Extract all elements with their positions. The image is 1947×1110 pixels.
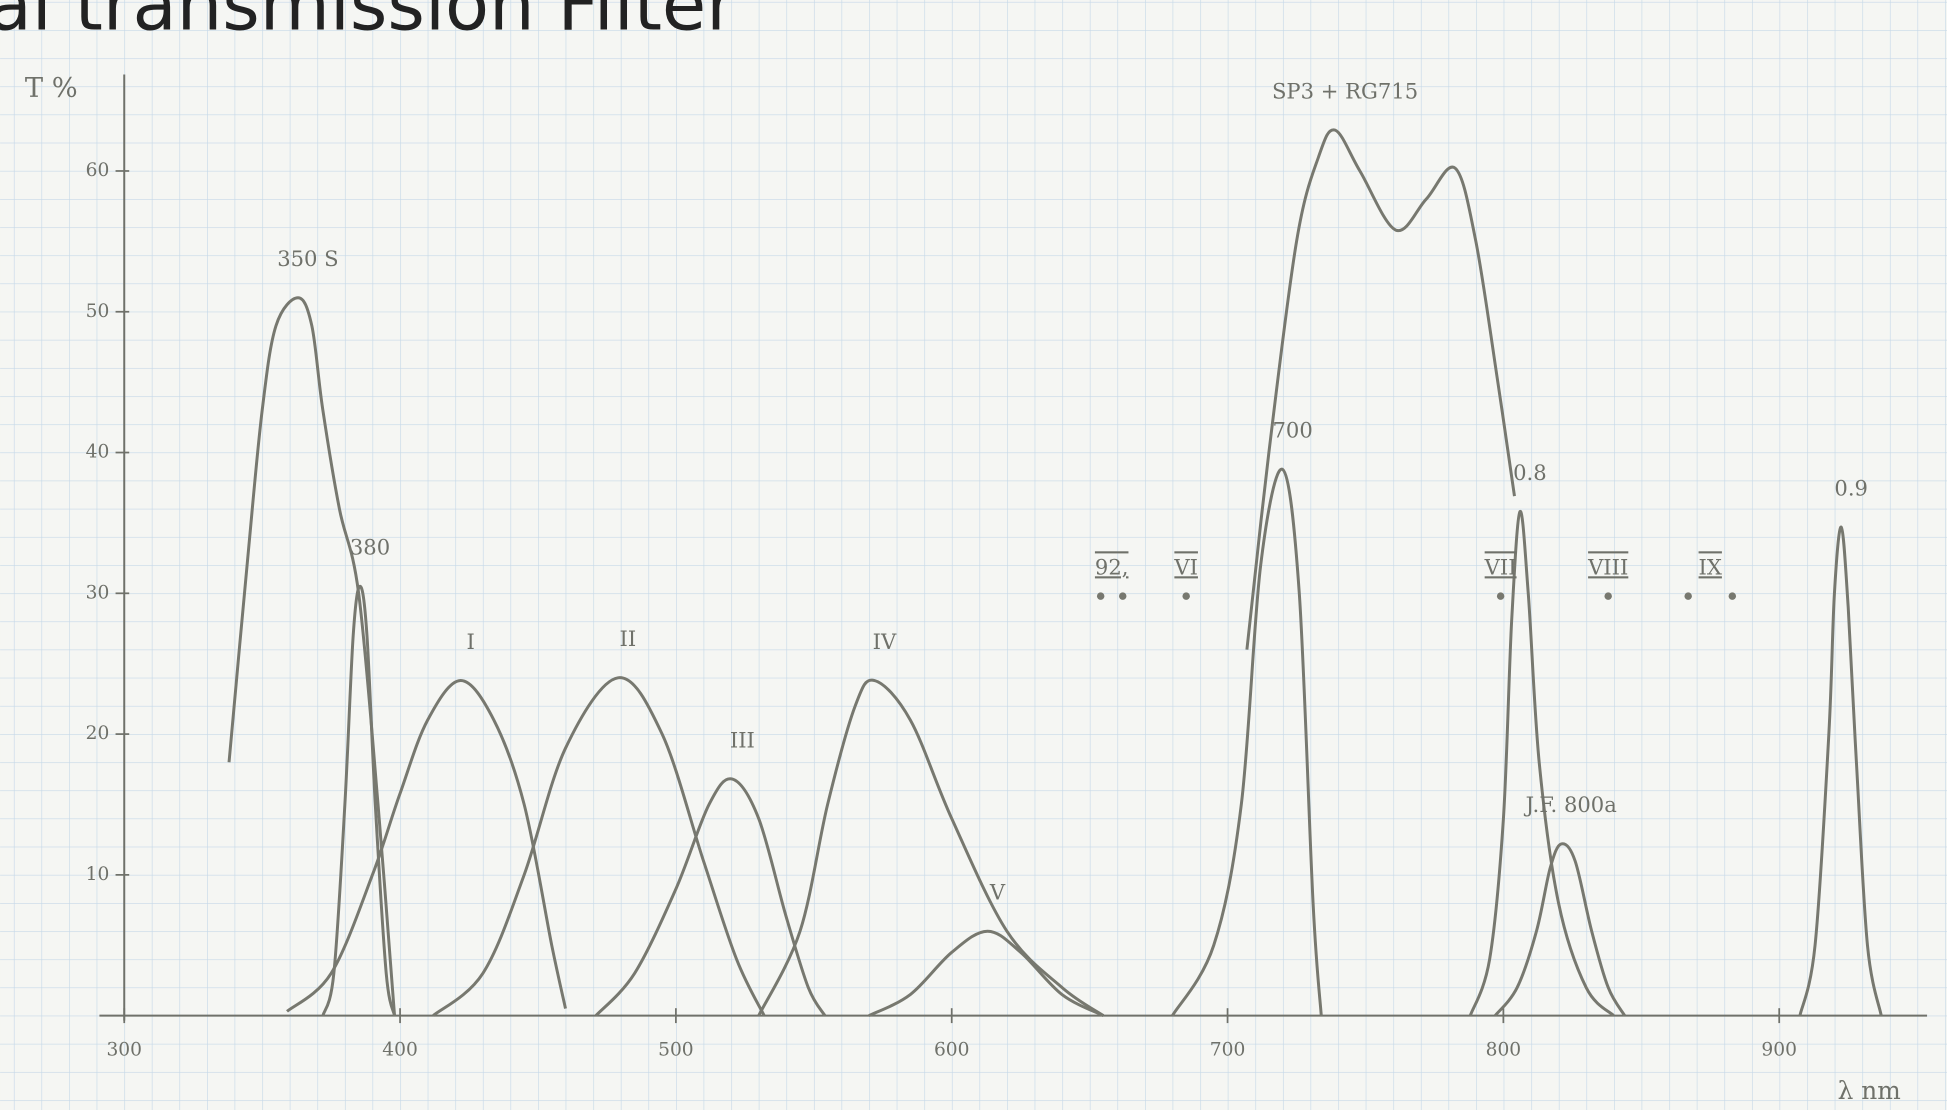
y-tick-label: 30 xyxy=(86,582,110,603)
marker-dot xyxy=(1496,592,1505,600)
x-tick-label: 600 xyxy=(934,1039,970,1060)
chart-title: al transmission Filter xyxy=(0,0,736,46)
marker-dot xyxy=(1684,592,1692,600)
curve-label: SP3 + RG715 xyxy=(1272,78,1418,103)
y-tick-label: 50 xyxy=(86,301,110,322)
filter-curve xyxy=(594,777,827,1017)
marker-dot xyxy=(1604,592,1612,600)
filter-curve xyxy=(1798,525,1883,1016)
x-tick-label: 500 xyxy=(658,1039,694,1060)
filter-curve xyxy=(1171,467,1323,1017)
y-axis-label: T % xyxy=(25,73,78,104)
marker-label: VI xyxy=(1173,554,1198,579)
marker-dot xyxy=(1119,592,1127,600)
x-axis-label: λ nm xyxy=(1838,1076,1901,1105)
filter-curve xyxy=(432,676,766,1017)
filter-curve xyxy=(868,929,1105,1017)
filter-curve xyxy=(757,678,1105,1017)
marker-dot xyxy=(1728,592,1737,600)
marker-label: VII xyxy=(1484,554,1517,579)
y-tick-label: 10 xyxy=(86,864,110,885)
curve-label: II xyxy=(620,626,637,651)
curve-label: III xyxy=(730,727,755,752)
y-tick-label: 40 xyxy=(86,442,110,463)
filter-curve xyxy=(1468,510,1615,1017)
y-tick-label: 60 xyxy=(86,160,110,181)
x-tick-label: 700 xyxy=(1210,1039,1246,1060)
x-tick-label: 900 xyxy=(1761,1039,1797,1060)
y-tick-label: 20 xyxy=(86,723,110,744)
filter-curve xyxy=(1493,842,1627,1017)
marker-dot xyxy=(1182,592,1190,600)
curve-label: V xyxy=(989,879,1006,904)
marker-label: VIII xyxy=(1587,554,1628,579)
curve-label: 380 xyxy=(350,535,390,560)
x-tick-label: 800 xyxy=(1486,1039,1522,1060)
curve-label: IV xyxy=(873,629,897,654)
curve-label: 0.8 xyxy=(1513,460,1547,485)
curve-label: 0.9 xyxy=(1834,475,1868,500)
curve-label: J.F. 800a xyxy=(1524,792,1617,817)
marker-dot xyxy=(1096,592,1105,600)
curve-label: I xyxy=(467,629,475,654)
x-tick-label: 300 xyxy=(106,1039,142,1060)
marker-label: IX xyxy=(1699,554,1722,579)
filter-curve xyxy=(321,584,396,1017)
marker-label: 92, xyxy=(1095,554,1129,579)
filter-curve xyxy=(1245,128,1516,650)
x-tick-label: 400 xyxy=(382,1039,418,1060)
curve-label: 700 xyxy=(1273,418,1313,443)
filter-curve xyxy=(286,679,567,1013)
curve-label: 350 S xyxy=(277,246,338,271)
